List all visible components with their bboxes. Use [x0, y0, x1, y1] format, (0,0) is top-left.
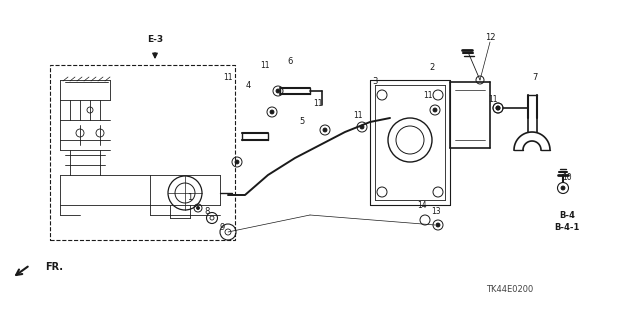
Text: 1: 1	[188, 194, 193, 203]
Circle shape	[561, 186, 565, 190]
Text: 11: 11	[223, 73, 233, 83]
Circle shape	[270, 110, 274, 114]
Text: 14: 14	[417, 202, 427, 211]
Circle shape	[235, 160, 239, 164]
Text: B-4: B-4	[559, 211, 575, 219]
Text: B-4-1: B-4-1	[554, 222, 580, 232]
Bar	[50, 65, 235, 240]
Text: FR.: FR.	[45, 262, 63, 272]
Text: E-3: E-3	[147, 35, 163, 44]
Text: 11: 11	[260, 61, 269, 70]
Text: 5: 5	[300, 117, 305, 127]
Text: 13: 13	[431, 207, 441, 217]
Circle shape	[496, 106, 500, 110]
Text: 4: 4	[245, 81, 251, 91]
Text: 11: 11	[423, 92, 433, 100]
Text: 7: 7	[532, 73, 538, 83]
Text: 11: 11	[313, 99, 323, 108]
Text: 11: 11	[488, 95, 498, 105]
Circle shape	[196, 206, 200, 210]
Circle shape	[276, 89, 280, 93]
Text: 3: 3	[372, 78, 378, 86]
Text: 10: 10	[562, 173, 572, 182]
Text: 12: 12	[484, 33, 495, 42]
Text: 8: 8	[204, 207, 210, 217]
Text: 2: 2	[429, 63, 435, 71]
Text: TK44E0200: TK44E0200	[486, 286, 534, 294]
Circle shape	[436, 223, 440, 227]
Text: 11: 11	[353, 112, 363, 121]
Text: 6: 6	[287, 57, 292, 66]
Circle shape	[433, 108, 437, 112]
Text: 9: 9	[220, 224, 225, 233]
Circle shape	[360, 125, 364, 129]
Circle shape	[323, 128, 327, 132]
Circle shape	[496, 106, 500, 110]
